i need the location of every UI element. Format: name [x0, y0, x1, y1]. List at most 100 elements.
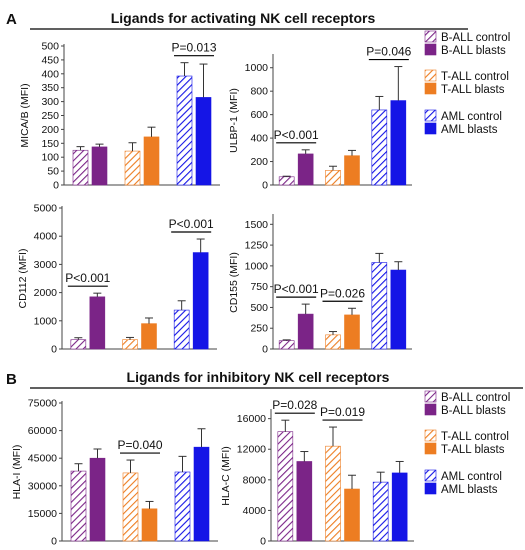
- p-value-label: P=0.046: [366, 45, 411, 59]
- bar-aml-blasts: [391, 472, 408, 542]
- y-tick-label: 0: [53, 180, 59, 192]
- y-tick-label: 4000: [34, 231, 58, 243]
- p-value-label: P<0.001: [65, 271, 110, 285]
- y-tick-label: 1000: [34, 315, 58, 327]
- y-tick-label: 8000: [243, 474, 267, 486]
- y-tick-label: 400: [250, 133, 268, 145]
- legend-swatch: [424, 390, 437, 403]
- bar-b-all-blasts: [297, 153, 314, 186]
- y-tick-label: 150: [41, 138, 59, 150]
- bar-aml-blasts: [193, 446, 210, 542]
- section-b-letter: B: [6, 371, 17, 388]
- y-tick-label: 45000: [28, 453, 57, 465]
- legend-label: B-ALL blasts: [441, 45, 506, 57]
- legend-swatch: [424, 30, 437, 43]
- legend-swatch: [424, 122, 437, 135]
- y-tick-label: 3000: [34, 259, 58, 271]
- bar-t-all-blasts: [141, 508, 158, 542]
- y-axis-label: MICA/B (MFI): [19, 83, 31, 147]
- bar-aml-control: [371, 109, 388, 186]
- y-tick-label: 0: [51, 344, 57, 356]
- legend-label: B-ALL control: [441, 32, 510, 44]
- y-tick-label: 800: [250, 86, 268, 98]
- legend-swatch: [424, 442, 437, 455]
- y-tick-label: 0: [51, 536, 57, 548]
- legend-swatch: [424, 43, 437, 56]
- bar-aml-control: [372, 481, 389, 542]
- bar-aml-blasts: [192, 252, 209, 350]
- legend-label: T-ALL control: [441, 431, 509, 443]
- y-tick-label: 4000: [243, 505, 267, 517]
- y-tick-label: 30000: [28, 480, 57, 492]
- y-tick-label: 12000: [237, 444, 266, 456]
- bar-b-all-blasts: [91, 146, 108, 186]
- y-axis-label: HLA-C (MFI): [220, 446, 232, 506]
- y-tick-label: 0: [260, 536, 266, 548]
- p-value-label: P<0.001: [169, 217, 214, 231]
- legend-swatch: [424, 82, 437, 95]
- legend-swatch: [424, 469, 437, 482]
- legend-label: B-ALL control: [441, 392, 510, 404]
- y-axis-label: CD155 (MFI): [228, 252, 240, 313]
- bar-t-all-blasts: [344, 155, 360, 186]
- bar-b-all-control: [70, 470, 87, 542]
- y-tick-label: 250: [41, 110, 59, 122]
- bar-t-all-blasts: [344, 314, 360, 350]
- y-tick-label: 200: [250, 156, 268, 168]
- legend-label: AML blasts: [441, 484, 498, 496]
- bar-b-all-control: [277, 431, 294, 542]
- legend-label: AML control: [441, 471, 502, 483]
- y-tick-label: 100: [41, 152, 59, 164]
- bar-aml-control: [371, 262, 388, 350]
- legend-swatch: [424, 429, 437, 442]
- p-value-label: P=0.026: [320, 286, 365, 300]
- bar-aml-blasts: [390, 100, 407, 186]
- p-value-label: P<0.001: [274, 282, 319, 296]
- y-axis-label: CD112 (MFI): [17, 249, 29, 309]
- bar-t-all-control: [325, 445, 341, 542]
- y-tick-label: 300: [41, 96, 59, 108]
- y-tick-label: 50: [47, 166, 59, 178]
- y-tick-label: 200: [41, 124, 59, 136]
- bar-aml-control: [173, 309, 190, 350]
- bar-b-all-control: [72, 149, 89, 186]
- section-b-title: Ligands for inhibitory NK cell receptors: [127, 369, 390, 385]
- y-tick-label: 2000: [34, 287, 58, 299]
- y-tick-label: 0: [262, 344, 268, 356]
- bar-b-all-control: [278, 340, 295, 350]
- bar-b-all-blasts: [297, 313, 314, 350]
- p-value-label: P=0.028: [272, 398, 317, 412]
- bar-aml-control: [176, 75, 193, 186]
- y-tick-label: 1000: [245, 260, 269, 272]
- bar-b-all-control: [70, 339, 87, 350]
- bar-aml-blasts: [195, 97, 212, 186]
- y-tick-label: 600: [250, 109, 268, 121]
- legend-label: T-ALL blasts: [441, 84, 505, 96]
- bar-aml-control: [174, 471, 191, 542]
- y-tick-label: 15000: [28, 508, 57, 520]
- y-axis-label: ULBP-1 (MFI): [228, 88, 240, 153]
- y-tick-label: 1000: [245, 62, 269, 74]
- bar-b-all-blasts: [296, 461, 313, 542]
- y-tick-label: 16000: [237, 413, 266, 425]
- legend-swatch: [424, 69, 437, 82]
- legend-label: AML blasts: [441, 124, 498, 136]
- legend-swatch: [424, 403, 437, 416]
- bar-b-all-control: [278, 176, 295, 186]
- y-tick-label: 500: [250, 302, 268, 314]
- bar-t-all-control: [325, 334, 341, 350]
- legend-swatch: [424, 482, 437, 495]
- bar-t-all-control: [325, 170, 341, 186]
- bar-t-all-blasts: [344, 488, 360, 542]
- legend-swatch: [424, 109, 437, 122]
- legend-label: T-ALL control: [441, 71, 509, 83]
- legend-label: B-ALL blasts: [441, 405, 506, 417]
- bar-b-all-blasts: [89, 296, 106, 350]
- y-axis-label: HLA-I (MFI): [11, 445, 23, 500]
- y-tick-label: 500: [41, 41, 59, 53]
